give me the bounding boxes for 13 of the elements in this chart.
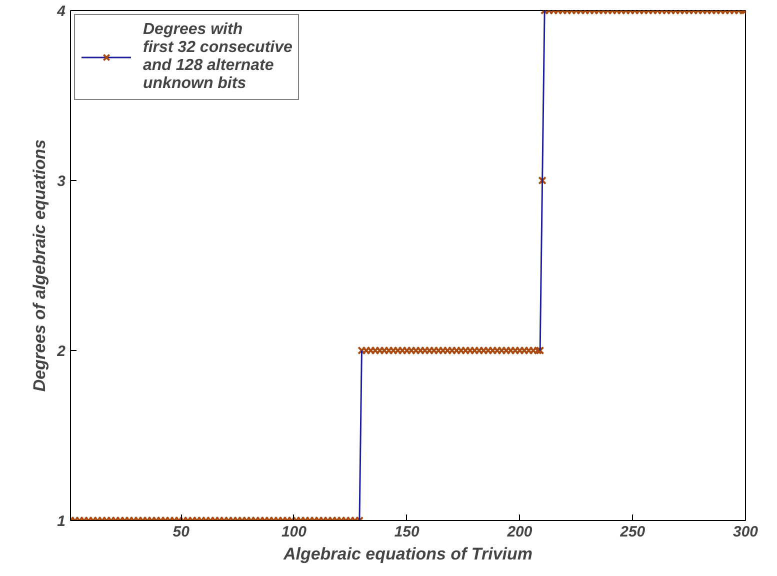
y-tick-label: 1: [57, 513, 66, 530]
x-tick-label: 100: [281, 524, 308, 540]
x-tick-label: 50: [172, 524, 190, 540]
y-tick-label: 2: [56, 343, 66, 360]
x-tick-label: 150: [394, 524, 420, 540]
x-tick-label: 250: [619, 524, 646, 540]
legend-label: Degrees with first 32 consecutive and 128 alternate unknown bits: [143, 21, 292, 93]
x-axis-title: Algebraic equations of Trivium: [282, 544, 533, 564]
x-tick-label: 300: [732, 524, 759, 540]
y-tick-label: 3: [57, 173, 66, 190]
y-axis-title: Degrees of algebraic equations: [30, 139, 50, 392]
y-tick-label: 4: [56, 3, 66, 20]
x-tick-label: 200: [506, 524, 533, 540]
